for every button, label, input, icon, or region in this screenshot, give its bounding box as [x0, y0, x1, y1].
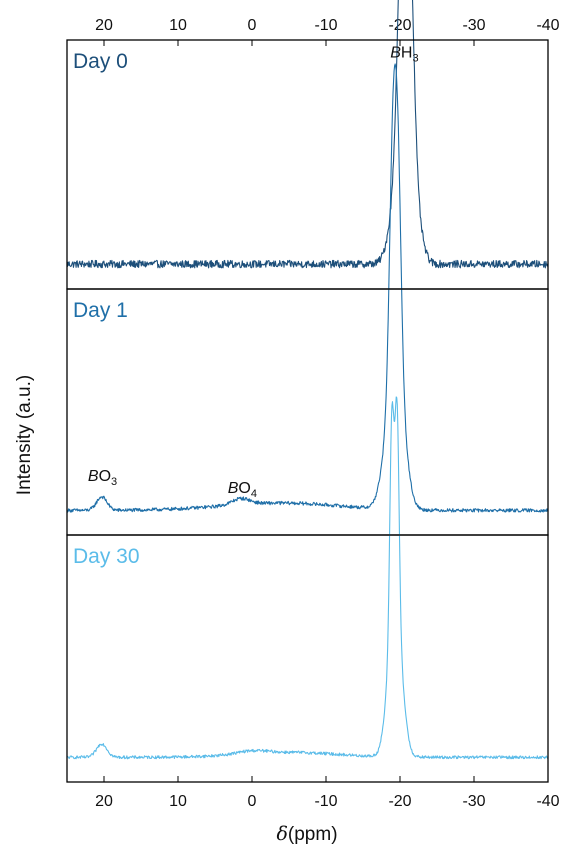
x-axis-symbol: δ: [276, 823, 287, 845]
y-axis-label: Intensity (a.u.): [14, 375, 35, 495]
spectrum-line: [66, 63, 549, 513]
spectrum-panel-1: Day 0 BH3: [66, 0, 549, 290]
bottom-tick-label: 0: [248, 793, 257, 810]
panel-label: Day 30: [73, 545, 140, 568]
bottom-axis-ticks: 20 10 0 -10 -20 -30 -40: [95, 776, 560, 810]
top-tick-label: -20: [388, 17, 411, 34]
top-tick-label: -10: [314, 17, 337, 34]
panel-frame: [66, 288, 549, 536]
bottom-tick-label: -10: [314, 793, 337, 810]
x-axis-label: δ(ppm): [276, 823, 337, 845]
spectrum-panel-3: Day 30: [66, 396, 549, 783]
bottom-tick-label: -40: [536, 793, 559, 810]
spectrum-line: [66, 396, 549, 760]
bottom-tick-label: 20: [95, 793, 113, 810]
panel-frame: [66, 534, 549, 783]
x-axis-unit: (ppm): [288, 824, 338, 845]
peak-annotation: BO4: [228, 480, 257, 500]
spectrum-line: [66, 0, 549, 269]
top-tick-label: 0: [248, 17, 257, 34]
top-tick-label: -40: [536, 17, 559, 34]
peak-annotation: BO3: [88, 468, 117, 488]
panel-label: Day 1: [73, 299, 128, 322]
spectra-panels: Day 0 BH3 Day 1 BO3 BO4 Day 30: [66, 0, 549, 783]
panel-frame: [66, 39, 549, 290]
top-tick-label: -30: [462, 17, 485, 34]
bottom-tick-label: -20: [388, 793, 411, 810]
top-tick-label: 20: [95, 17, 113, 34]
spectrum-panel-2: Day 1 BO3 BO4: [66, 63, 549, 536]
top-axis-ticks: 20 10 0 -10 -20 -30 -40: [95, 17, 560, 46]
top-tick-label: 10: [169, 17, 187, 34]
bottom-tick-label: 10: [169, 793, 187, 810]
bottom-tick-label: -30: [462, 793, 485, 810]
panel-label: Day 0: [73, 50, 128, 73]
peak-annotation: BH3: [390, 44, 418, 64]
